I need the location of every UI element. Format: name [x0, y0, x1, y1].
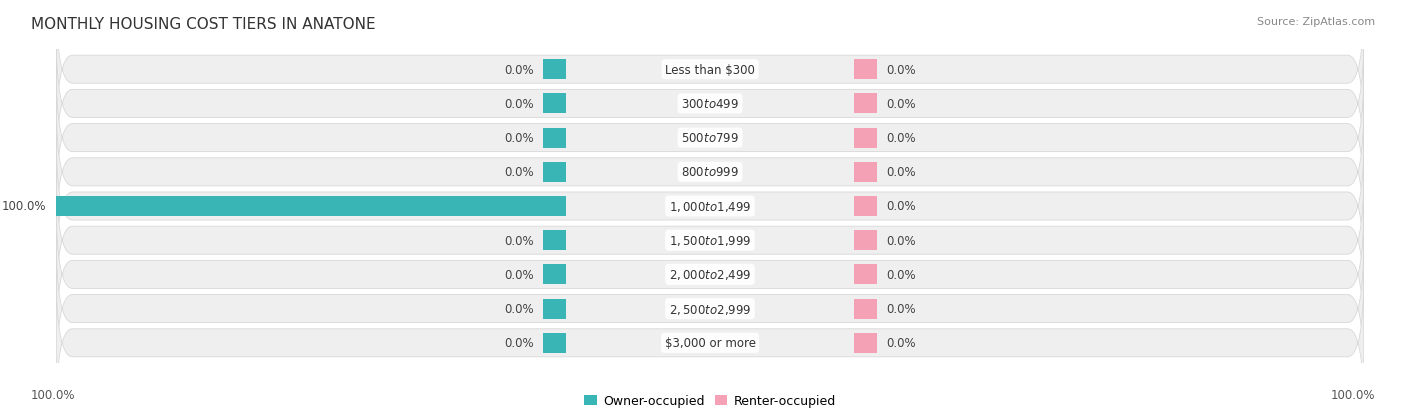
- Text: 0.0%: 0.0%: [503, 97, 533, 111]
- FancyBboxPatch shape: [56, 101, 1364, 244]
- Text: 0.0%: 0.0%: [887, 200, 917, 213]
- FancyBboxPatch shape: [56, 67, 1364, 209]
- Text: 0.0%: 0.0%: [887, 97, 917, 111]
- Text: 0.0%: 0.0%: [503, 337, 533, 349]
- Bar: [853, 231, 877, 251]
- FancyBboxPatch shape: [56, 135, 1364, 278]
- Text: 0.0%: 0.0%: [503, 64, 533, 76]
- Text: 100.0%: 100.0%: [31, 388, 76, 401]
- Text: 0.0%: 0.0%: [887, 64, 917, 76]
- Text: $3,000 or more: $3,000 or more: [665, 337, 755, 349]
- Bar: [853, 333, 877, 353]
- Text: 0.0%: 0.0%: [887, 234, 917, 247]
- Text: Less than $300: Less than $300: [665, 64, 755, 76]
- Bar: [853, 162, 877, 182]
- Bar: [853, 197, 877, 216]
- FancyBboxPatch shape: [56, 0, 1364, 141]
- Text: 0.0%: 0.0%: [503, 268, 533, 281]
- FancyBboxPatch shape: [56, 169, 1364, 312]
- Bar: [56, 197, 567, 216]
- Text: $500 to $799: $500 to $799: [681, 132, 740, 145]
- Text: 0.0%: 0.0%: [503, 302, 533, 316]
- Bar: [543, 299, 567, 319]
- Text: $2,500 to $2,999: $2,500 to $2,999: [669, 302, 751, 316]
- FancyBboxPatch shape: [56, 204, 1364, 346]
- FancyBboxPatch shape: [56, 33, 1364, 176]
- Bar: [853, 94, 877, 114]
- Bar: [543, 162, 567, 182]
- Text: 100.0%: 100.0%: [1, 200, 46, 213]
- Legend: Owner-occupied, Renter-occupied: Owner-occupied, Renter-occupied: [585, 394, 835, 408]
- Text: $1,500 to $1,999: $1,500 to $1,999: [669, 234, 751, 248]
- Text: 0.0%: 0.0%: [887, 302, 917, 316]
- Bar: [853, 265, 877, 285]
- Text: 0.0%: 0.0%: [503, 166, 533, 179]
- Text: 0.0%: 0.0%: [887, 268, 917, 281]
- Text: 0.0%: 0.0%: [503, 234, 533, 247]
- Text: 0.0%: 0.0%: [503, 132, 533, 145]
- Bar: [853, 60, 877, 80]
- Bar: [853, 128, 877, 148]
- Bar: [543, 265, 567, 285]
- Bar: [543, 128, 567, 148]
- Bar: [543, 94, 567, 114]
- Text: $2,000 to $2,499: $2,000 to $2,499: [669, 268, 751, 282]
- Text: 0.0%: 0.0%: [887, 132, 917, 145]
- Bar: [543, 231, 567, 251]
- Bar: [853, 299, 877, 319]
- Text: MONTHLY HOUSING COST TIERS IN ANATONE: MONTHLY HOUSING COST TIERS IN ANATONE: [31, 17, 375, 31]
- Bar: [543, 60, 567, 80]
- Text: Source: ZipAtlas.com: Source: ZipAtlas.com: [1257, 17, 1375, 26]
- Text: $800 to $999: $800 to $999: [681, 166, 740, 179]
- FancyBboxPatch shape: [56, 272, 1364, 413]
- Text: 100.0%: 100.0%: [1330, 388, 1375, 401]
- Bar: [543, 333, 567, 353]
- Text: $300 to $499: $300 to $499: [681, 97, 740, 111]
- Text: $1,000 to $1,499: $1,000 to $1,499: [669, 199, 751, 214]
- Text: 0.0%: 0.0%: [887, 337, 917, 349]
- Text: 0.0%: 0.0%: [887, 166, 917, 179]
- FancyBboxPatch shape: [56, 237, 1364, 380]
